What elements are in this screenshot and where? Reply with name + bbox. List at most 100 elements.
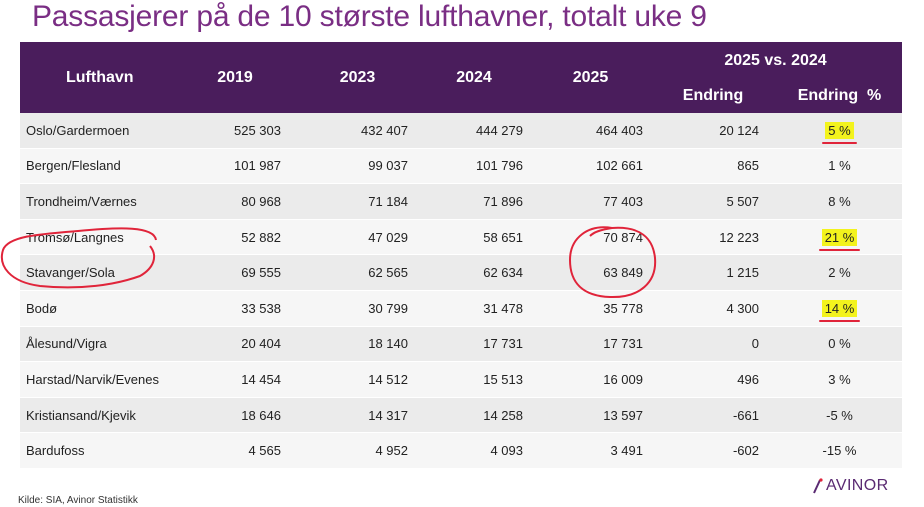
cell-airport: Kristiansand/Kjevik [20,397,171,434]
cell-airport: Trondheim/Værnes [20,183,171,220]
col-header-2025: 2025 [532,42,649,113]
table-row: Kristiansand/Kjevik 18 646 14 317 14 258 13 … [20,397,903,434]
table-row: Trondheim/Værnes 80 968 71 184 71 896 77 403… [20,183,903,220]
cell-2023: 62 565 [299,254,416,291]
cell-2023: 18 140 [299,326,416,363]
cell-2024: 14 258 [416,397,532,434]
cell-2023: 432 407 [299,113,416,149]
col-header-2019: 2019 [171,42,299,113]
highlighted-pct: 5 % [822,121,858,144]
pct-value: -15 % [822,443,857,459]
cell-2025: 77 403 [532,183,649,220]
table-row: Bardufoss 4 565 4 952 4 093 3 491 -602 -15 % [20,432,903,469]
cell-change-pct: 1 % [777,148,903,185]
table-row: Tromsø/Langnes 52 882 47 029 58 651 70 874 12… [20,219,903,256]
cell-2024: 444 279 [416,113,532,149]
cell-change-pct: 2 % [777,254,903,291]
cell-change: 5 507 [649,183,777,220]
passenger-table: Lufthavn 2019 2023 2024 2025 2025 vs. 20… [20,42,903,469]
cell-2023: 30 799 [299,290,416,327]
table-row: Harstad/Narvik/Evenes 14 454 14 512 15 513 1… [20,361,903,398]
cell-change: 4 300 [649,290,777,327]
cell-2023: 47 029 [299,219,416,256]
cell-2025: 35 778 [532,290,649,327]
cell-2019: 20 404 [171,326,299,363]
col-group-header: 2025 vs. 2024 [649,42,903,79]
cell-2024: 62 634 [416,254,532,291]
cell-change-pct: 5 % [777,113,903,149]
cell-2025: 464 403 [532,113,649,149]
pct-value: -5 % [826,407,853,423]
cell-2019: 101 987 [171,148,299,185]
cell-airport: Ålesund/Vigra [20,326,171,363]
col-header-2023: 2023 [299,42,416,113]
cell-change-pct: -15 % [777,432,903,469]
cell-change-pct: 3 % [777,361,903,398]
highlighted-pct: 21 % [818,228,860,251]
cell-2025: 17 731 [532,326,649,363]
cell-2025: 13 597 [532,397,649,434]
cell-change-pct: 14 % [777,290,903,327]
table-row: Stavanger/Sola 69 555 62 565 62 634 63 849 1 … [20,254,903,291]
table-row: Oslo/Gardermoen 525 303 432 407 444 279 464 … [20,113,903,149]
col-header-change-pct: Endring % [777,79,903,113]
cell-2023: 99 037 [299,148,416,185]
pct-value: 8 % [828,193,851,209]
cell-change-pct: 8 % [777,183,903,220]
highlighted-pct: 14 % [818,299,860,322]
cell-2019: 80 968 [171,183,299,220]
cell-airport: Stavanger/Sola [20,254,171,291]
pct-value: 1 % [828,158,851,174]
cell-2019: 525 303 [171,113,299,149]
logo-text: AVINOR [826,477,889,494]
cell-2019: 14 454 [171,361,299,398]
cell-change: 0 [649,326,777,363]
table-row: Bodø 33 538 30 799 31 478 35 778 4 300 14 % [20,290,903,327]
cell-2025: 63 849 [532,254,649,291]
cell-2024: 58 651 [416,219,532,256]
cell-airport: Bardufoss [20,432,171,469]
cell-2023: 14 512 [299,361,416,398]
cell-2019: 69 555 [171,254,299,291]
cell-change: -602 [649,432,777,469]
table-body: Oslo/Gardermoen 525 303 432 407 444 279 464 … [20,113,903,469]
cell-airport: Tromsø/Langnes [20,219,171,256]
pct-value: 2 % [828,265,851,281]
cell-2025: 102 661 [532,148,649,185]
cell-change: 496 [649,361,777,398]
col-header-airport: Lufthavn [20,42,171,113]
col-header-change: Endring [649,79,777,113]
pct-value: 3 % [828,371,851,387]
cell-2024: 15 513 [416,361,532,398]
col-header-2024: 2024 [416,42,532,113]
avinor-logo-icon [813,478,823,494]
cell-2024: 31 478 [416,290,532,327]
table-row: Bergen/Flesland 101 987 99 037 101 796 102 6… [20,148,903,185]
cell-2025: 16 009 [532,361,649,398]
cell-2019: 18 646 [171,397,299,434]
table-header: Lufthavn 2019 2023 2024 2025 2025 vs. 20… [20,42,903,113]
cell-change-pct: 0 % [777,326,903,363]
cell-airport: Oslo/Gardermoen [20,113,171,149]
cell-2023: 4 952 [299,432,416,469]
cell-change: -661 [649,397,777,434]
cell-2023: 71 184 [299,183,416,220]
cell-2025: 70 874 [532,219,649,256]
table-row: Ålesund/Vigra 20 404 18 140 17 731 17 731 0 0 … [20,326,903,363]
cell-2024: 4 093 [416,432,532,469]
cell-2024: 71 896 [416,183,532,220]
page-title: Passasjerer på de 10 største lufthavner,… [32,0,707,33]
cell-2019: 4 565 [171,432,299,469]
cell-change-pct: 21 % [777,219,903,256]
cell-2019: 33 538 [171,290,299,327]
cell-2019: 52 882 [171,219,299,256]
cell-2024: 17 731 [416,326,532,363]
avinor-logo: AVINOR [812,477,889,495]
cell-airport: Bodø [20,290,171,327]
cell-change-pct: -5 % [777,397,903,434]
cell-change: 865 [649,148,777,185]
cell-2025: 3 491 [532,432,649,469]
pct-value: 0 % [828,336,851,352]
cell-change: 1 215 [649,254,777,291]
cell-2024: 101 796 [416,148,532,185]
